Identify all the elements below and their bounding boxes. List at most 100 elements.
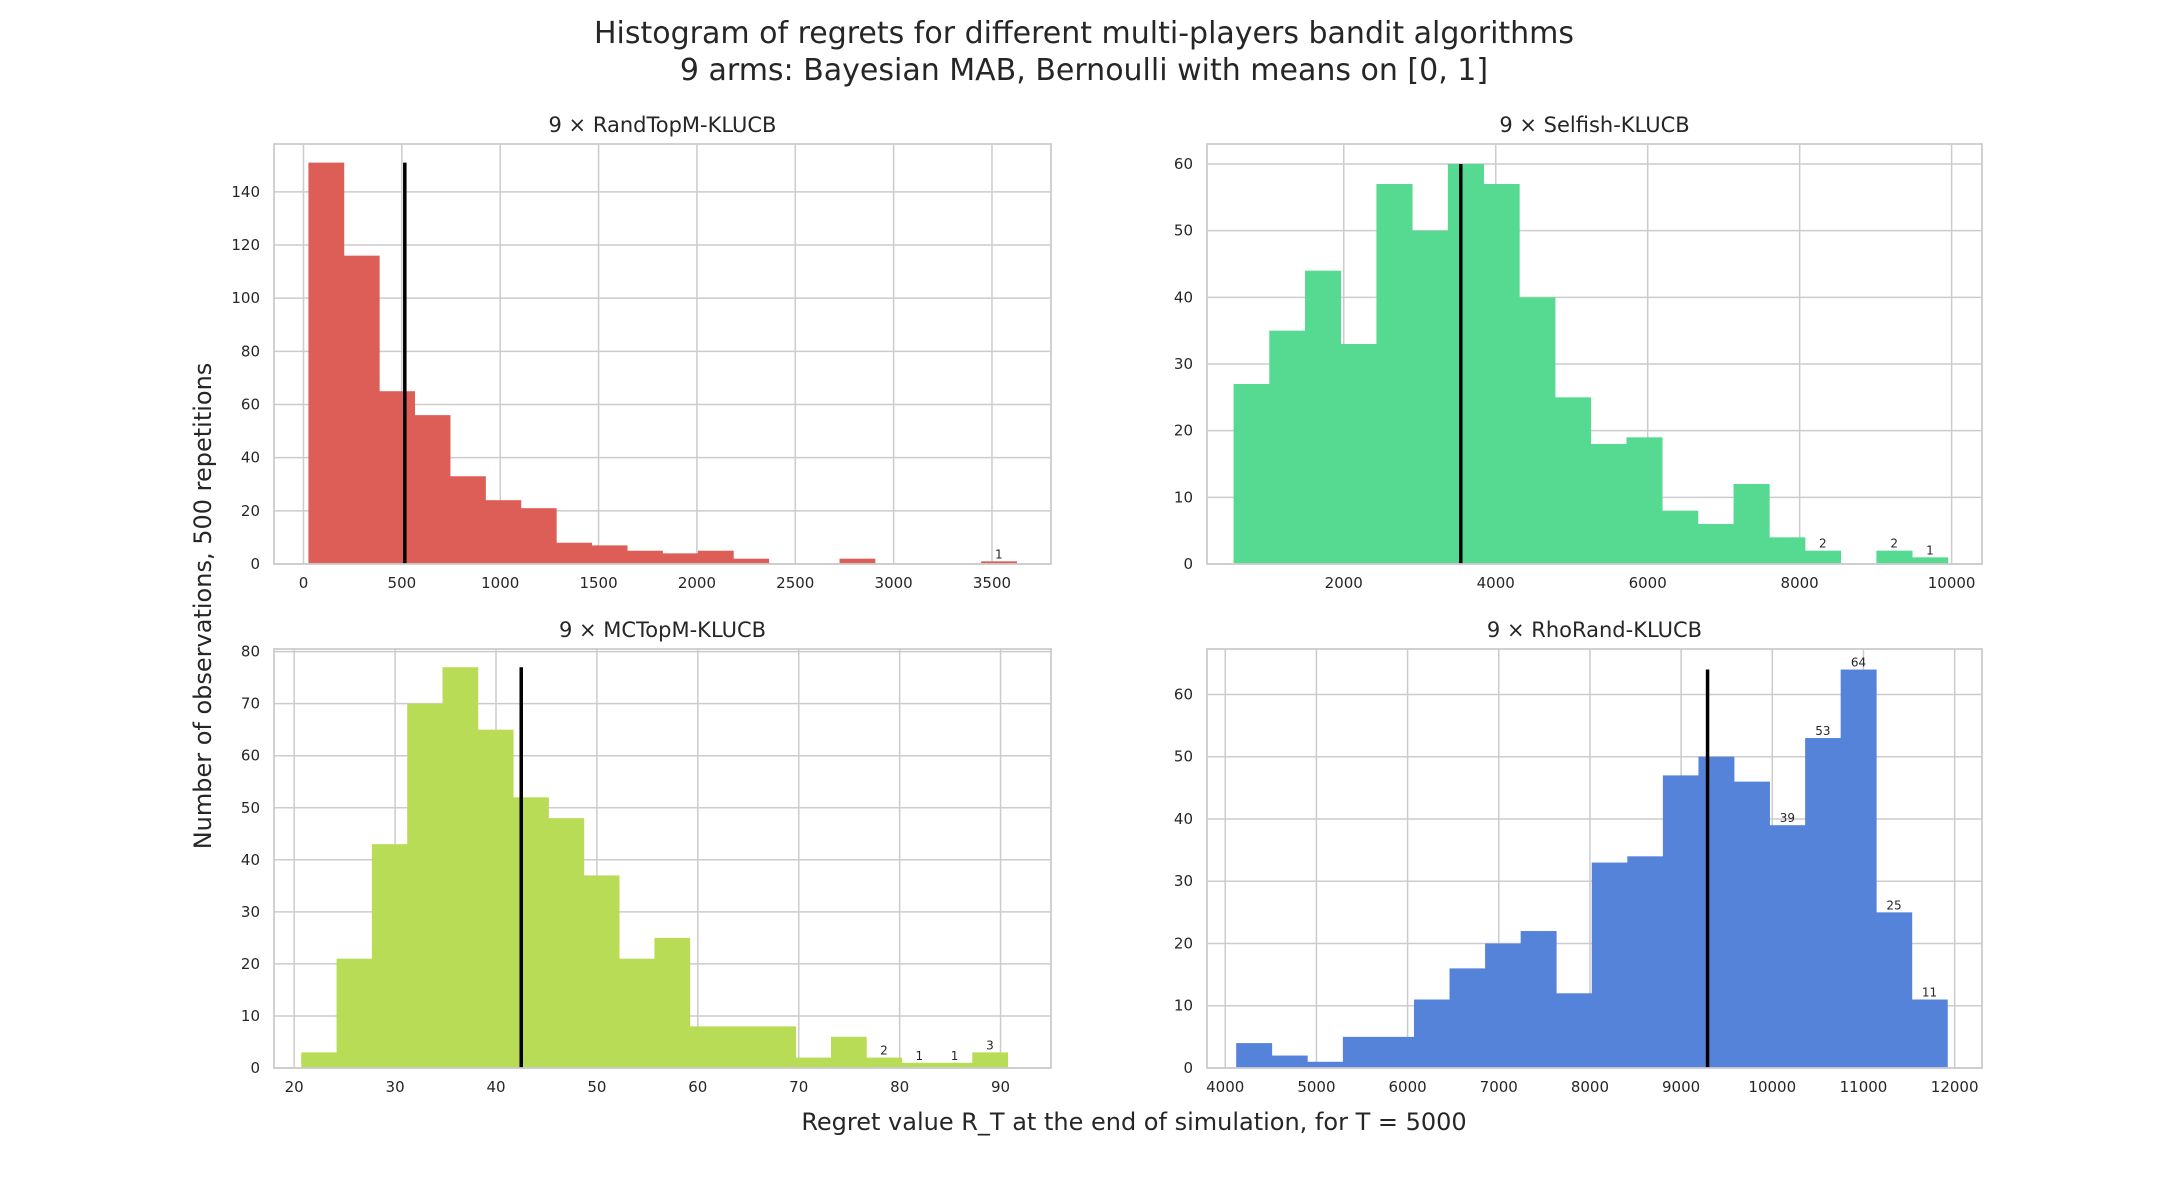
bar-count-label: 1	[951, 1049, 959, 1063]
x-tick-label: 40	[486, 1078, 505, 1096]
histogram-bar	[477, 729, 514, 1068]
histogram-bar	[1412, 230, 1449, 564]
histogram-bar	[1734, 781, 1770, 1068]
y-tick-label: 20	[241, 502, 260, 520]
panel-title: 9 × Selfish-KLUCB	[1499, 113, 1689, 137]
histogram-bar	[1804, 550, 1842, 564]
x-tick-label: 4000	[1206, 1078, 1244, 1096]
y-tick-label: 40	[1174, 810, 1193, 828]
histogram-bar	[1305, 270, 1342, 564]
histogram-bar	[1271, 1055, 1308, 1068]
histogram-bar	[1307, 1061, 1344, 1068]
bar-count-label: 1	[995, 547, 1003, 561]
y-tick-label: 30	[1174, 355, 1193, 373]
x-tick-label: 2000	[678, 574, 716, 592]
histogram-bar	[839, 558, 876, 564]
histogram-bar	[485, 500, 522, 564]
x-tick-label: 80	[890, 1078, 909, 1096]
histogram-bar	[972, 1052, 1009, 1068]
y-tick-label: 40	[241, 851, 260, 869]
panel-1: 1 0 500 1000 1500 2000 2500 3000 3500 0 20 40 60 80 10…	[231, 113, 1052, 592]
histogram-bar	[689, 1026, 726, 1068]
x-tick-label: 6000	[1388, 1078, 1426, 1096]
x-tick-label: 1000	[481, 574, 519, 592]
y-tick-label: 80	[241, 342, 260, 360]
x-tick-label: 8000	[1781, 574, 1819, 592]
x-tick-label: 11000	[1840, 1078, 1888, 1096]
histogram-bar	[831, 1036, 867, 1068]
histogram-bar	[1626, 437, 1663, 564]
y-tick-label: 50	[241, 799, 260, 817]
x-axis-label: Regret value R_T at the end of simulatio…	[801, 1108, 1466, 1136]
y-tick-label: 30	[241, 903, 260, 921]
figure-title: Histogram of regrets for different multi…	[594, 16, 1574, 51]
histogram-bar	[442, 667, 479, 1068]
histogram-bar	[591, 545, 628, 564]
x-tick-label: 4000	[1477, 574, 1515, 592]
x-tick-label: 12000	[1931, 1078, 1979, 1096]
y-tick-label: 80	[241, 643, 260, 661]
panel-4: 39 53 64 25 11 4000 5000 6000 7000 8000 9000 10000 1…	[1174, 618, 1983, 1096]
y-tick-label: 0	[250, 1059, 260, 1077]
histogram-bar	[866, 1057, 903, 1068]
histogram-bar	[1840, 669, 1877, 1068]
histogram-bar	[1449, 968, 1486, 1068]
histogram-bar	[336, 958, 373, 1068]
bar-count-label: 25	[1886, 898, 1901, 912]
x-tick-label: 3000	[875, 574, 913, 592]
histogram-bar	[1591, 862, 1628, 1068]
histogram-bar	[379, 391, 416, 564]
histogram-bar	[513, 797, 549, 1068]
x-tick-label: 60	[688, 1078, 707, 1096]
histogram-bar	[619, 958, 655, 1068]
y-tick-label: 10	[1174, 488, 1193, 506]
x-tick-label: 50	[587, 1078, 606, 1096]
y-tick-label: 0	[250, 555, 260, 573]
x-tick-label: 500	[388, 574, 417, 592]
y-tick-label: 0	[1183, 555, 1193, 573]
histogram-bar	[520, 508, 557, 564]
histogram-bar	[1912, 557, 1949, 564]
panel-title: 9 × MCTopM-KLUCB	[559, 618, 766, 642]
y-tick-label: 20	[1174, 422, 1193, 440]
panel-3: 2 1 1 3 20 30 40 50 60 70 80 90 0 10 20 30 40 50 60 70 80 9 ×…	[241, 618, 1052, 1096]
bar-count-label: 1	[915, 1049, 923, 1063]
histogram-bar	[1483, 184, 1520, 564]
bar-count-label: 11	[1922, 986, 1937, 1000]
histogram-bar	[733, 558, 770, 564]
histogram-bar	[1269, 330, 1306, 564]
histogram-bar	[1520, 931, 1557, 1068]
histogram-bar	[697, 550, 734, 564]
x-tick-label: 70	[789, 1078, 808, 1096]
y-tick-label: 60	[241, 396, 260, 414]
histogram-bar	[1733, 484, 1770, 564]
axes-frame	[1206, 648, 1983, 1069]
bar-count-label: 53	[1815, 724, 1830, 738]
histogram-bar	[1554, 397, 1592, 564]
histogram-bar	[1876, 912, 1913, 1068]
histogram-bar	[1627, 856, 1664, 1068]
y-tick-label: 140	[231, 183, 260, 201]
panels: 10 500 1000 1500 2000 2500 3000 350002040608010…	[231, 113, 1983, 1096]
histogram-bar	[1698, 756, 1735, 1068]
histogram-bar	[1413, 999, 1450, 1068]
histogram-bar	[1805, 738, 1842, 1068]
axes-frame	[273, 143, 1052, 565]
histogram-bar	[1485, 943, 1522, 1068]
histogram-bar	[1697, 524, 1734, 564]
histogram-bar	[725, 1026, 761, 1068]
histogram-bar	[308, 162, 345, 564]
bar-count-label: 2	[1819, 537, 1827, 551]
y-tick-label: 20	[241, 955, 260, 973]
histogram-bar	[450, 476, 486, 564]
y-tick-label: 60	[1174, 685, 1193, 703]
histogram-bar	[1662, 775, 1699, 1068]
histogram-bar	[1590, 444, 1627, 564]
x-tick-label: 10000	[1928, 574, 1976, 592]
bar-count-label: 39	[1780, 811, 1795, 825]
panel-2: 2 2 1 2000 4000 6000 8000 10000 0 10 20 30 40 50 60 9 ×…	[1174, 113, 1983, 592]
x-tick-label: 7000	[1480, 1078, 1518, 1096]
y-tick-label: 10	[1174, 997, 1193, 1015]
y-tick-label: 30	[1174, 872, 1193, 890]
